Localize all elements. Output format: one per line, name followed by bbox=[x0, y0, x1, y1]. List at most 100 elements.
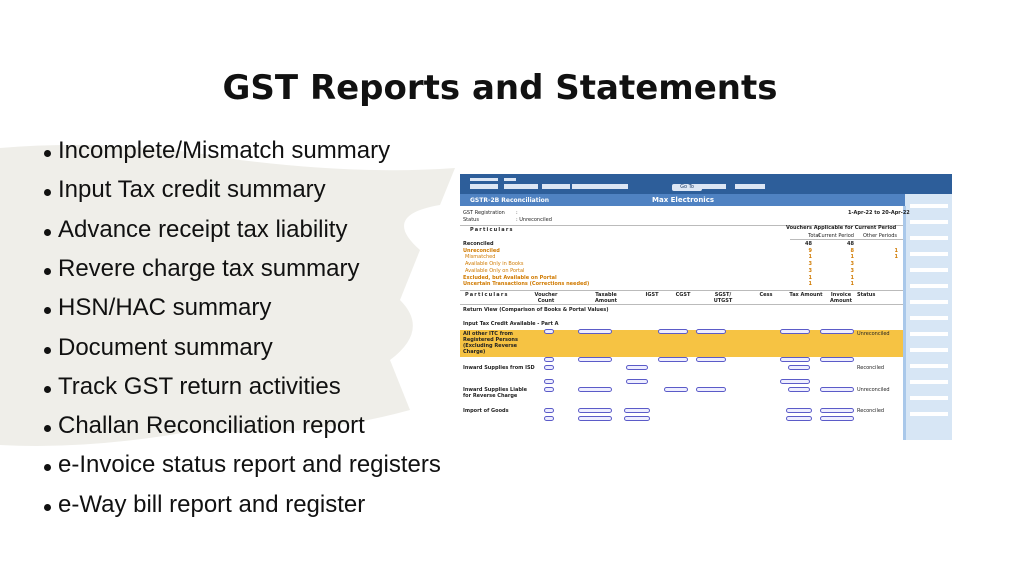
sidebar-item bbox=[910, 220, 948, 224]
bullet-text: Input Tax credit summary bbox=[58, 176, 326, 204]
sidebar-item bbox=[910, 204, 948, 208]
bullet-dot bbox=[44, 385, 51, 393]
bullet-text: e-Invoice status report and registers bbox=[58, 451, 441, 479]
value-pill bbox=[624, 416, 650, 421]
bullet-dot bbox=[44, 228, 51, 236]
summary-value: 48 bbox=[847, 241, 854, 247]
value-pill bbox=[696, 329, 726, 334]
section-label: Import of Goods bbox=[463, 408, 509, 414]
column-head: SGST/ UTGST bbox=[713, 292, 733, 304]
screenshot: Go To GSTR-2B Reconciliation Max Electroni… bbox=[460, 174, 952, 440]
sidebar-item bbox=[910, 300, 948, 304]
section-status: Unreconciled bbox=[857, 387, 890, 393]
sidebar-item bbox=[910, 316, 948, 320]
field-label: GST Registration bbox=[463, 210, 505, 216]
bullet-text: Revere charge tax summary bbox=[58, 254, 360, 282]
summary-value: 48 bbox=[805, 241, 812, 247]
value-pill bbox=[544, 408, 554, 413]
column-head: IGST bbox=[645, 292, 659, 298]
summary-value: 3 bbox=[808, 267, 812, 274]
summary-label: Available Only on Portal bbox=[465, 267, 525, 274]
bullet-dot bbox=[44, 189, 51, 197]
summary-label: Unreconciled bbox=[463, 247, 500, 254]
summary-value: 3 bbox=[850, 261, 854, 268]
bullet-text: Track GST return activities bbox=[58, 372, 341, 400]
section-status: Unreconciled bbox=[857, 331, 890, 337]
toolbar-box bbox=[542, 184, 570, 189]
highlight-row bbox=[460, 330, 903, 357]
bullet-dot bbox=[44, 503, 51, 511]
value-pill bbox=[544, 416, 554, 421]
sidebar-edge bbox=[903, 206, 906, 440]
sidebar-item bbox=[910, 268, 948, 272]
period: 1-Apr-22 to 20-Apr-22 bbox=[848, 210, 910, 216]
sidebar-item bbox=[910, 396, 948, 400]
sidebar-item bbox=[910, 348, 948, 352]
value-pill bbox=[780, 357, 810, 362]
bullet-dot bbox=[44, 346, 51, 354]
bullet-dot bbox=[44, 150, 51, 157]
column-head: Invoice Amount bbox=[829, 292, 853, 304]
rule bbox=[790, 239, 903, 240]
value-pill bbox=[820, 416, 854, 421]
value-pill bbox=[820, 408, 854, 413]
bullet-text: Advance receipt tax liability bbox=[58, 215, 348, 243]
value-pill bbox=[544, 365, 554, 370]
column-head: Taxable Amount bbox=[594, 292, 618, 304]
sidebar-item bbox=[910, 412, 948, 416]
value-pill bbox=[578, 357, 612, 362]
summary-col-head: Current Period bbox=[818, 233, 854, 239]
report-title: GSTR-2B Reconciliation bbox=[470, 197, 550, 204]
section-label: Inward Supplies from ISD bbox=[463, 365, 535, 371]
summary-value: 1 bbox=[894, 247, 898, 254]
summary-label: Uncertain Transactions (Corrections need… bbox=[463, 281, 590, 288]
sidebar-item bbox=[910, 252, 948, 256]
summary-value: 9 bbox=[808, 247, 812, 254]
summary-value: 1 bbox=[894, 254, 898, 261]
section-status: Reconciled bbox=[857, 408, 885, 414]
value-pill bbox=[786, 416, 812, 421]
field-value: : Unreconciled bbox=[516, 217, 552, 223]
bullet-dot bbox=[44, 267, 51, 275]
value-pill bbox=[780, 379, 810, 384]
title-bar bbox=[460, 194, 905, 206]
summary-value: 3 bbox=[808, 261, 812, 268]
value-pill bbox=[820, 329, 854, 334]
toolbar-box bbox=[470, 184, 498, 189]
column-head: Voucher Count bbox=[534, 292, 558, 304]
part-a: Input Tax Credit Available - Part A bbox=[463, 321, 559, 327]
value-pill bbox=[696, 357, 726, 362]
summary-label: Mismatched bbox=[465, 254, 496, 261]
value-pill bbox=[544, 357, 554, 362]
brush-stroke bbox=[0, 144, 455, 446]
rule bbox=[460, 304, 903, 305]
toolbar-box bbox=[600, 184, 628, 189]
value-pill bbox=[788, 387, 810, 392]
summary-label: Available Only in Books bbox=[465, 261, 524, 268]
field-label: Status bbox=[463, 217, 479, 223]
summary-col-head: Other Periods bbox=[863, 233, 897, 239]
slide-title: GST Reports and Statements bbox=[222, 68, 778, 108]
company-name: Max Electronics bbox=[652, 196, 715, 204]
return-view: Return View (Comparison of Books & Porta… bbox=[463, 307, 609, 313]
section-status: Reconciled bbox=[857, 365, 885, 371]
column-head: Status bbox=[857, 292, 876, 298]
sidebar-item bbox=[910, 284, 948, 288]
value-pill bbox=[658, 329, 688, 334]
column-head: Tax Amount bbox=[789, 292, 823, 298]
bullet-dot bbox=[44, 425, 51, 433]
sidebar-item bbox=[910, 332, 948, 336]
bullet-dot bbox=[44, 307, 51, 315]
toolbar-box bbox=[470, 178, 498, 181]
sidebar-item bbox=[910, 364, 948, 368]
value-pill bbox=[544, 329, 554, 334]
summary-value: 8 bbox=[850, 247, 854, 254]
go-to-button[interactable]: Go To bbox=[672, 184, 702, 191]
field-value: : bbox=[516, 210, 518, 216]
summary-value: 1 bbox=[808, 274, 812, 281]
rule bbox=[460, 225, 903, 226]
value-pill bbox=[578, 408, 612, 413]
value-pill bbox=[578, 387, 612, 392]
value-pill bbox=[786, 408, 812, 413]
